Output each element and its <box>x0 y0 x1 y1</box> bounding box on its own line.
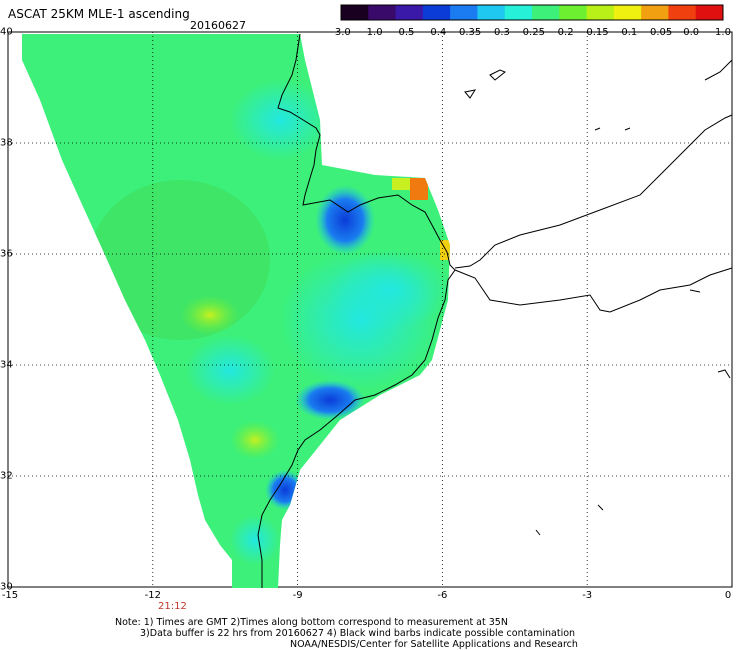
lat-label: 34 <box>0 359 13 371</box>
colorbar-tick-label: -3.0 <box>331 27 351 38</box>
colorbar-segment <box>450 5 478 20</box>
colorbar <box>340 4 724 21</box>
lon-label: 0 <box>724 590 732 601</box>
lon-label: -6 <box>437 590 448 601</box>
map-date: 20160627 <box>190 19 246 32</box>
plot-frame <box>7 31 733 588</box>
colorbar-tick-label: -1.0 <box>363 27 383 38</box>
lat-label: 36 <box>0 248 13 260</box>
footer-note-1: Note: 1) Times are GMT 2)Times along bot… <box>115 617 508 628</box>
data-swath <box>22 34 450 588</box>
colorbar-tick-label: -0.05 <box>646 27 673 38</box>
colorbar-border <box>340 4 724 21</box>
footer-note-2: 3)Data buffer is 22 hrs from 20160627 4)… <box>140 628 576 639</box>
map-title: ASCAT 25KM MLE-1 ascending <box>8 7 190 21</box>
lat-label: 32 <box>0 470 13 482</box>
colorbar-tick-label: -0.15 <box>582 27 609 38</box>
colorbar-tick-label: -0.4 <box>426 27 447 38</box>
colorbar-tick-label: -0.35 <box>455 27 482 38</box>
colorbar-segment <box>641 5 669 20</box>
pass-time: 21:12 <box>158 601 187 612</box>
lon-label: -12 <box>144 590 161 601</box>
coastline <box>257 33 733 588</box>
colorbar-tick-label: 1.0 <box>715 27 731 38</box>
lat-label: 38 <box>0 137 13 149</box>
colorbar-segment <box>341 5 369 20</box>
colorbar-segment <box>559 5 588 20</box>
colorbar-segment <box>532 5 560 20</box>
colorbar-tick-label: 0.0 <box>683 27 700 38</box>
colorbar-segment <box>368 5 397 20</box>
colorbar-segment <box>504 5 533 20</box>
lon-label: -9 <box>292 590 303 601</box>
colorbar-segment <box>477 5 506 20</box>
colorbar-segment <box>395 5 424 20</box>
colorbar-segment <box>613 5 642 20</box>
graticule <box>8 32 732 587</box>
lat-label: 30 <box>0 581 13 593</box>
colorbar-segment <box>586 5 615 20</box>
colorbar-tick-label: -0.2 <box>554 27 574 38</box>
colorbar-segment <box>695 5 724 20</box>
footer-credit: NOAA/NESDIS/Center for Satellite Applica… <box>290 639 578 650</box>
lon-label: -15 <box>1 590 19 601</box>
lon-label: -3 <box>582 590 593 601</box>
colorbar-tick-label: -0.25 <box>519 27 545 38</box>
colorbar-segment <box>422 5 451 20</box>
colorbar-tick-label: -0.3 <box>490 27 510 38</box>
colorbar-segment <box>668 5 697 20</box>
colorbar-tick-label: -0.1 <box>617 27 638 38</box>
lat-label: 40 <box>0 26 13 38</box>
colorbar-tick-label: -0.5 <box>394 27 415 38</box>
